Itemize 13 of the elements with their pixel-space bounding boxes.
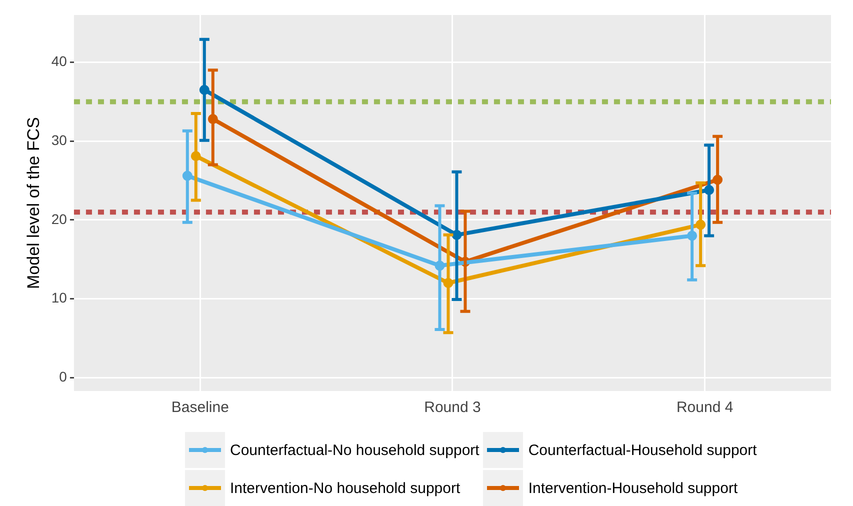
y-tick-label: 20	[51, 210, 68, 227]
x-tick-label: Baseline	[171, 399, 229, 416]
legend-label: Counterfactual-Household support	[528, 442, 757, 458]
x-tick-label: Round 4	[676, 399, 734, 416]
y-tick-label: 10	[51, 290, 68, 306]
y-tick-label: 30	[51, 132, 68, 148]
y-tick-label: 0	[59, 368, 68, 384]
y-axis-title: Model level of the FCS	[24, 117, 43, 289]
legend-label: Intervention-No household support	[230, 480, 460, 496]
x-tick-label: Round 3	[424, 399, 481, 416]
y-tick-label: 40	[51, 53, 68, 70]
legend-label: Counterfactual-No household support	[230, 442, 480, 458]
legend-label: Intervention-Household support	[528, 480, 738, 496]
